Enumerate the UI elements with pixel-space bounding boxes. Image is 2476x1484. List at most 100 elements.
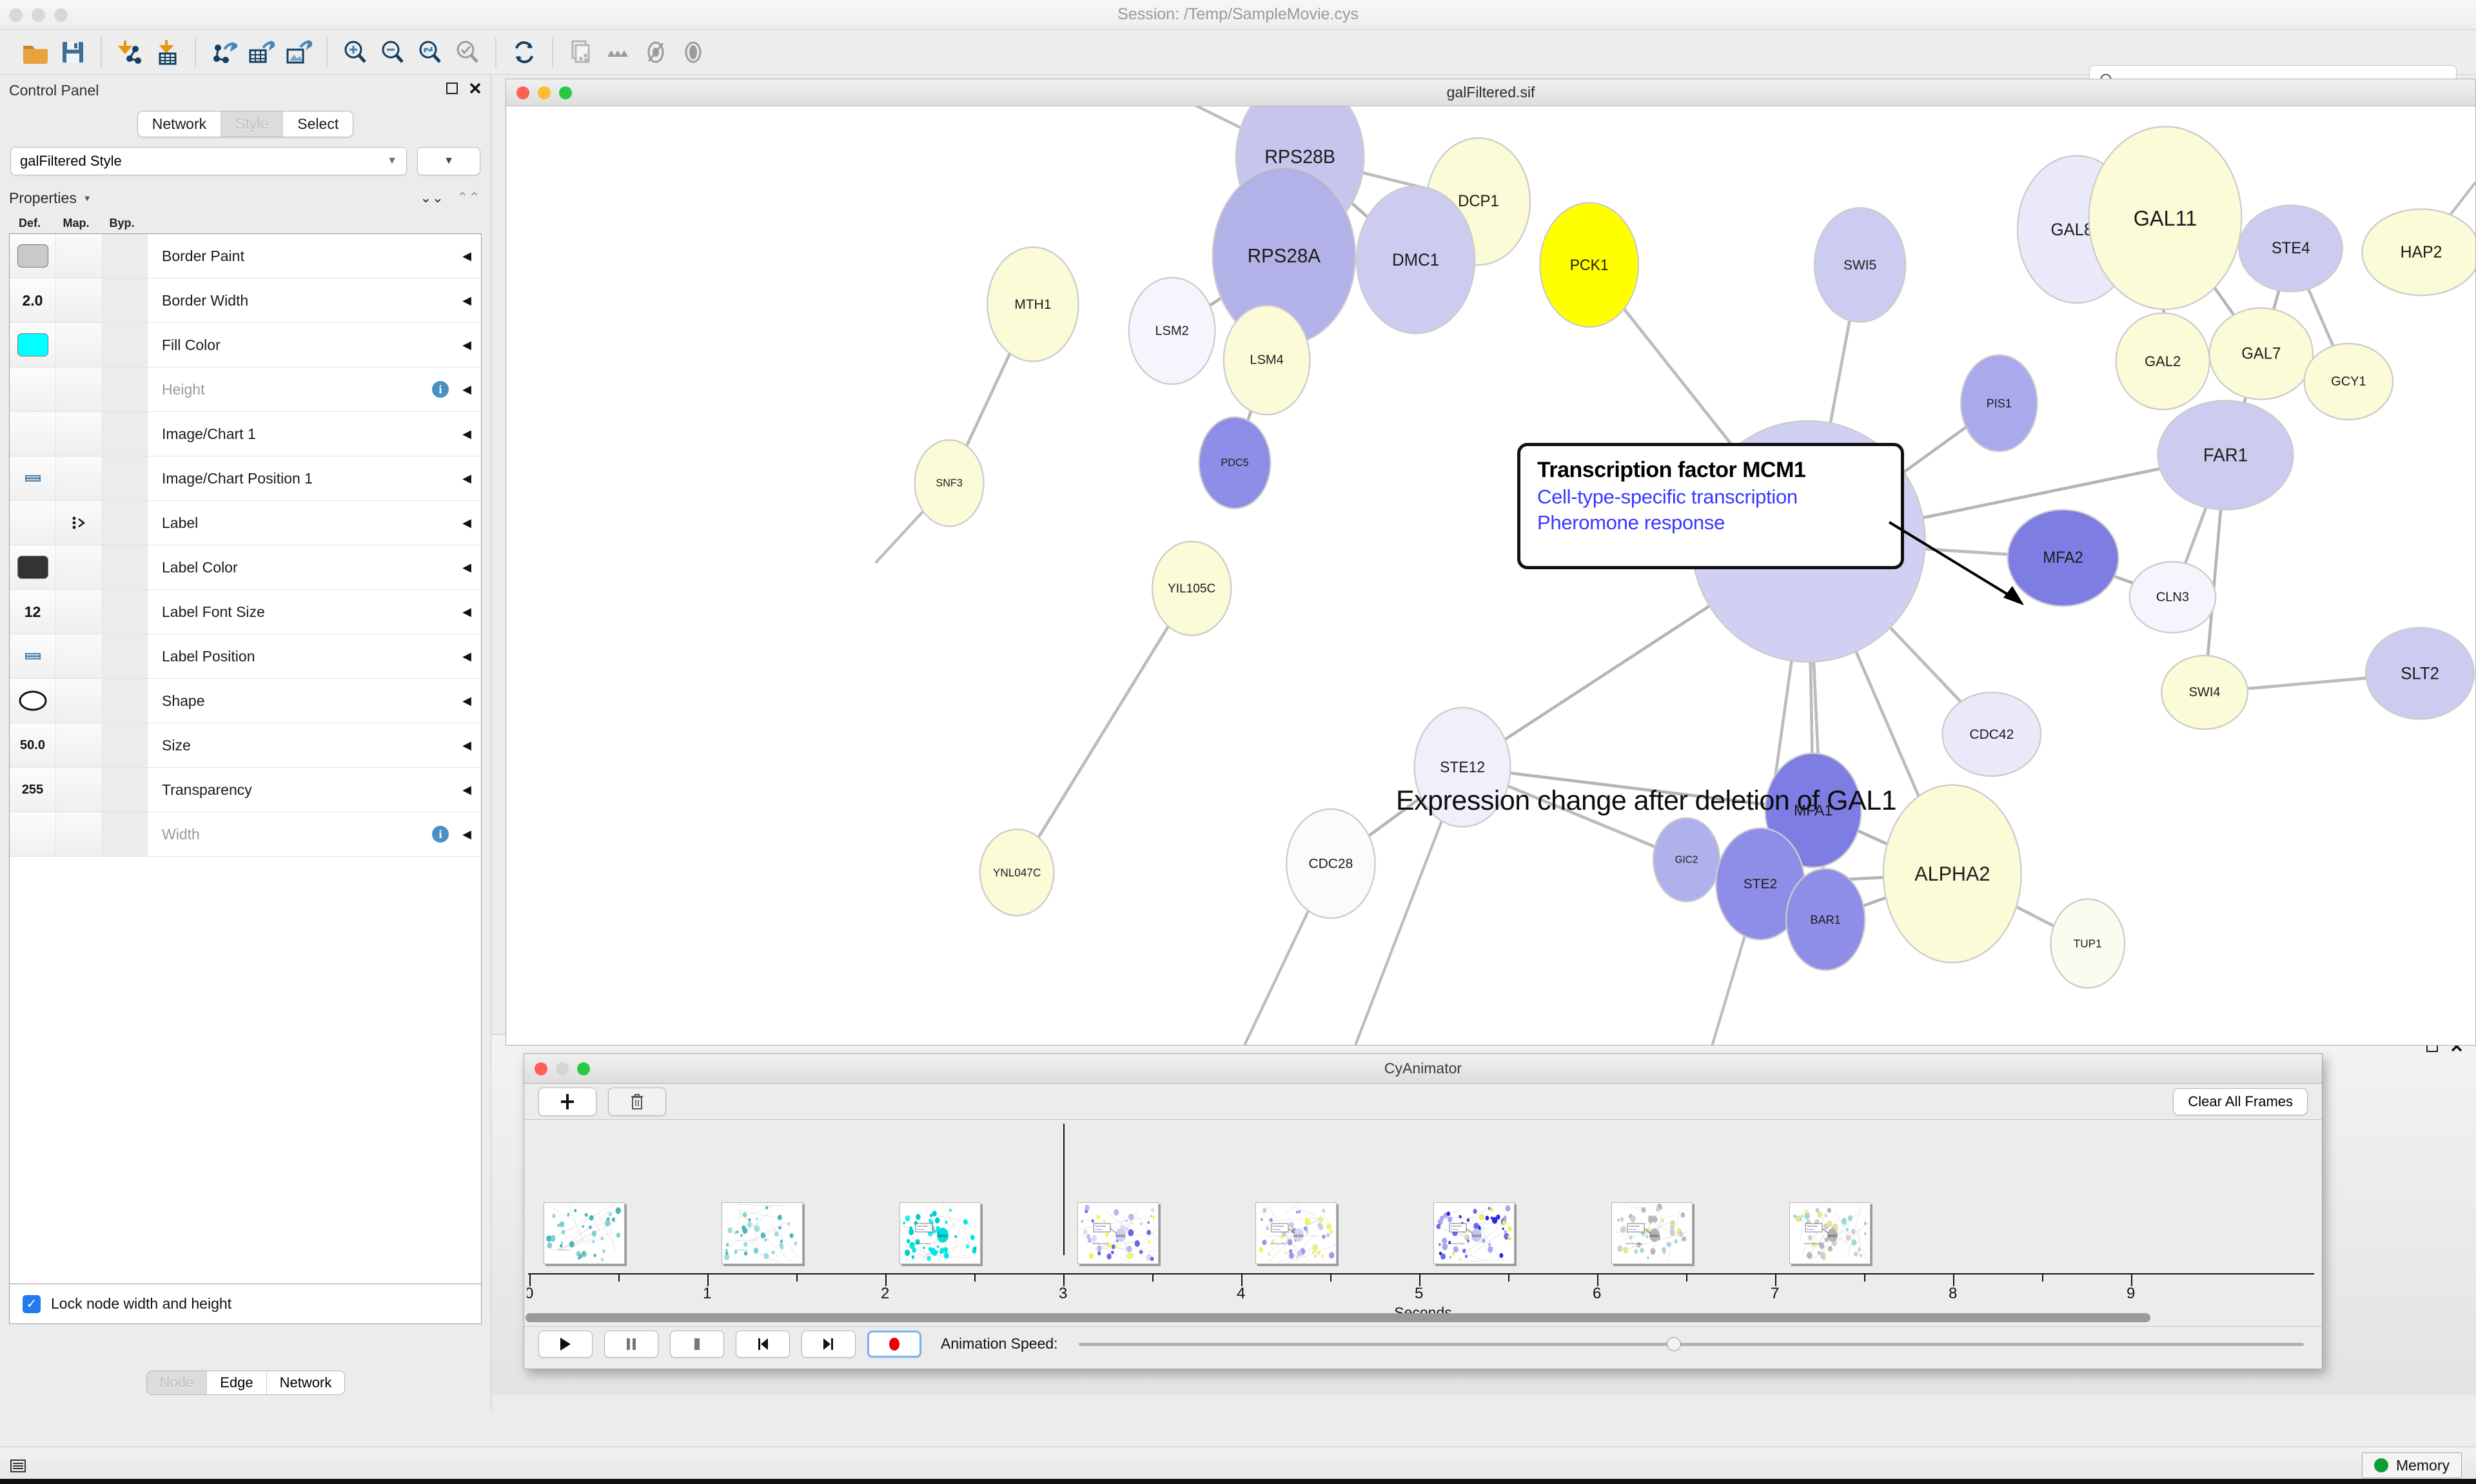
chevron-down-icon[interactable]: ▼ [83,193,92,203]
network-edge[interactable] [1016,587,1193,874]
property-bypass-cell[interactable] [103,634,148,678]
property-default-cell[interactable]: 12 [10,590,56,634]
property-expand-arrow[interactable]: ◀ [462,516,471,529]
close-network-window-icon[interactable] [516,86,529,99]
import-table-icon[interactable] [148,34,186,71]
timeline-frame[interactable]: MCM1 Transcription Cell-type Expression cha… [1611,1202,1693,1264]
property-expand-arrow[interactable]: ◀ [462,649,471,663]
property-mapping-cell[interactable] [56,634,103,678]
style-select[interactable]: galFiltered Style ▼ [10,147,407,175]
minimize-window-icon[interactable] [32,8,45,22]
tab-network[interactable]: Network [137,111,222,137]
property-default-cell[interactable] [10,679,56,723]
property-bypass-cell[interactable] [103,768,148,812]
network-window-traffic-lights[interactable] [516,86,572,99]
property-row[interactable]: 2.0 Border Width ◀ [10,278,481,323]
property-expand-arrow[interactable]: ◀ [462,382,471,396]
cyanimator-traffic-lights[interactable] [535,1062,590,1075]
prev-frame-button[interactable] [736,1330,790,1358]
property-bypass-cell[interactable] [103,501,148,545]
network-node[interactable]: PCK1 [1539,202,1640,328]
property-mapping-cell[interactable] [56,278,103,322]
network-node[interactable]: STE12 [1413,707,1511,828]
save-icon[interactable] [54,34,92,71]
property-expand-arrow[interactable]: ◀ [462,560,471,574]
memory-status-button[interactable]: Memory [2361,1452,2462,1478]
property-default-cell[interactable] [10,501,56,545]
property-mapping-cell[interactable] [56,723,103,767]
property-row[interactable]: Border Paint ◀ [10,234,481,278]
maximize-cyanimator-icon[interactable] [577,1062,590,1075]
network-canvas[interactable]: RPS28B DCP1 RPS28A DMC1 PCK1 SWI5 GAL80 GAL11 ST… [506,106,2475,1045]
tab-style[interactable]: Style [221,111,284,137]
property-row[interactable]: 50.0 Size ◀ [10,723,481,768]
collapse-all-icon[interactable]: ⌃⌃ [457,190,480,206]
play-button[interactable] [538,1330,593,1358]
property-default-cell[interactable] [10,634,56,678]
new-network-from-selection-icon[interactable] [562,34,600,71]
network-node[interactable]: CDC42 [1941,691,2042,777]
timeline-frame[interactable]: MCM1 Transcription Cell-type Expression cha… [1789,1202,1871,1264]
property-row[interactable]: Fill Color ◀ [10,323,481,367]
network-node[interactable]: MTH1 [987,246,1079,362]
network-node[interactable]: YNL047C [979,828,1055,917]
property-row[interactable]: Image/Chart 1 ◀ [10,412,481,456]
network-node[interactable]: GCY1 [2303,342,2394,421]
minimize-network-window-icon[interactable] [538,86,551,99]
network-node[interactable]: TUP1 [2050,898,2126,989]
property-expand-arrow[interactable]: ◀ [462,471,471,485]
property-row[interactable]: 12 Label Font Size ◀ [10,590,481,634]
property-mapping-cell[interactable] [56,234,103,278]
close-panel-icon[interactable] [469,81,482,99]
network-node[interactable]: CDC28 [1286,808,1376,919]
export-table-icon[interactable] [242,34,280,71]
delete-frame-button[interactable] [608,1087,666,1116]
property-default-cell[interactable]: 255 [10,768,56,812]
float-panel-icon[interactable] [446,81,458,99]
property-bypass-cell[interactable] [103,679,148,723]
network-node[interactable]: PIS1 [1960,354,2038,453]
color-swatch[interactable] [17,556,48,579]
export-image-icon[interactable] [280,34,317,71]
clear-all-frames-button[interactable]: Clear All Frames [2173,1088,2308,1115]
property-expand-arrow[interactable]: ◀ [462,427,471,440]
network-node[interactable]: ALPHA2 [1882,784,2022,964]
property-mapping-cell[interactable] [56,501,103,545]
property-default-cell[interactable]: 50.0 [10,723,56,767]
annotation-box[interactable]: Transcription factor MCM1 Cell-type-spec… [1517,443,1904,569]
network-node[interactable]: SWI5 [1813,207,1907,323]
timeline-frame[interactable]: MCM1 Transcription Cell-type Expression cha… [899,1202,981,1264]
tab-edge[interactable]: Edge [207,1371,267,1394]
property-bypass-cell[interactable] [103,412,148,456]
network-node[interactable]: YIL105C [1151,540,1232,636]
timeline-frame[interactable]: MCM1 Transcription Cell-type Expression cha… [1433,1202,1515,1264]
maximize-network-window-icon[interactable] [559,86,572,99]
info-icon[interactable]: i [432,381,449,398]
property-bypass-cell[interactable] [103,367,148,411]
timeline-frame[interactable]: Expression [544,1202,625,1264]
network-node[interactable]: GAL7 [2208,307,2314,400]
network-node[interactable]: LSM2 [1128,277,1216,386]
property-default-cell[interactable] [10,812,56,856]
pause-button[interactable] [604,1330,658,1358]
network-node[interactable]: BAR1 [1785,868,1866,971]
network-node[interactable]: LSM4 [1223,304,1311,416]
property-row[interactable]: Image/Chart Position 1 ◀ [10,456,481,501]
property-mapping-cell[interactable] [56,812,103,856]
animation-speed-slider[interactable] [1078,1333,2304,1355]
tab-network-props[interactable]: Network [266,1371,345,1394]
maximize-window-icon[interactable] [54,8,68,22]
refresh-icon[interactable] [506,34,543,71]
property-default-cell[interactable] [10,456,56,500]
timeline-frame[interactable]: MCM1 Transcription Cell-type Expression cha… [1077,1202,1159,1264]
network-node[interactable]: RPS28A [1212,166,1357,346]
property-mapping-cell[interactable] [56,367,103,411]
property-row[interactable]: Label Position ◀ [10,634,481,679]
expand-all-icon[interactable]: ⌄⌄ [420,190,444,206]
color-swatch[interactable] [17,244,48,268]
tab-select[interactable]: Select [283,111,353,137]
property-bypass-cell[interactable] [103,545,148,589]
network-node[interactable]: MFA1 [1764,752,1862,868]
status-menu-icon[interactable] [0,1447,36,1484]
zoom-fit-icon[interactable] [411,34,449,71]
